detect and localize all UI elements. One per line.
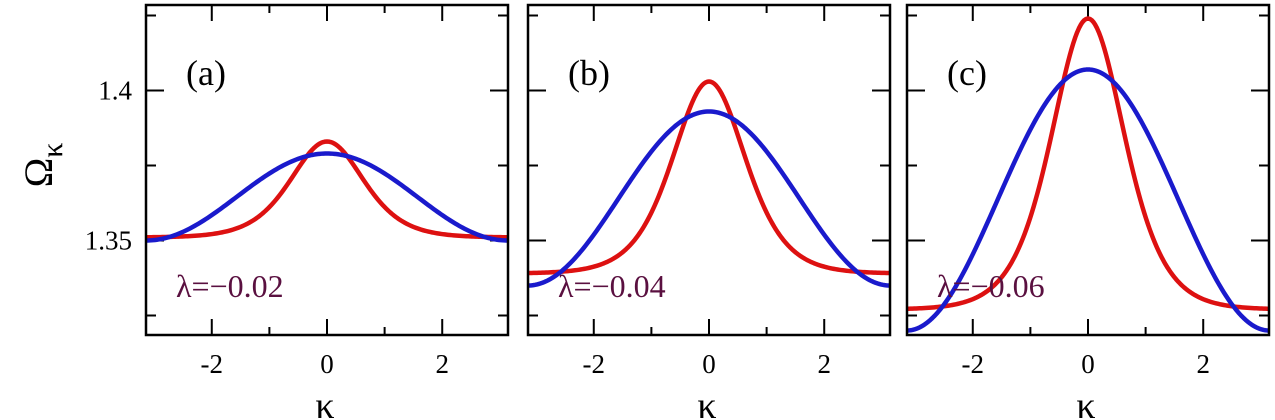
x-tick-label: 0 [320,349,334,379]
chart-panel-b: -2 0 2 (b) λ=−0.04 κ [526,3,892,420]
y-tick-label: 1.4 [98,76,132,106]
x-axis-label: κ [697,385,716,420]
chart-panel-a: -2 0 2 1.35 1.4 (a) λ=−0.02 κ [85,3,510,420]
x-axis-label: κ [1076,385,1095,420]
y-tick-label: 1.35 [85,226,132,256]
x-tick-label: -2 [583,349,606,379]
panel-label: (b) [568,53,610,93]
x-tick-label: 2 [435,349,449,379]
x-tick-label: 2 [1196,349,1210,379]
lambda-annotation: λ=−0.02 [176,268,284,304]
plot-frame [144,3,510,337]
x-tick-label: -2 [962,349,985,379]
lambda-annotation: λ=−0.04 [558,268,666,304]
panel-label: (c) [947,53,987,93]
series-line-red [528,79,890,276]
y-axis-label: Ωκ [16,143,69,188]
series-line-blue [146,151,508,243]
lambda-annotation: λ=−0.06 [937,268,1045,304]
plot-frame [526,3,892,337]
series-line-blue [528,109,890,288]
x-tick-label: -2 [201,349,224,379]
x-tick-label: 0 [702,349,716,379]
series-line-red [146,139,508,240]
series-line-red [907,16,1269,312]
chart-panel-c: -2 0 2 (c) λ=−0.06 κ [905,3,1271,420]
series-line-blue [907,67,1269,333]
panel-label: (a) [186,53,226,93]
x-tick-label: 2 [817,349,831,379]
x-tick-label: 0 [1081,349,1095,379]
x-axis-label: κ [315,385,334,420]
plot-frame [905,3,1271,337]
